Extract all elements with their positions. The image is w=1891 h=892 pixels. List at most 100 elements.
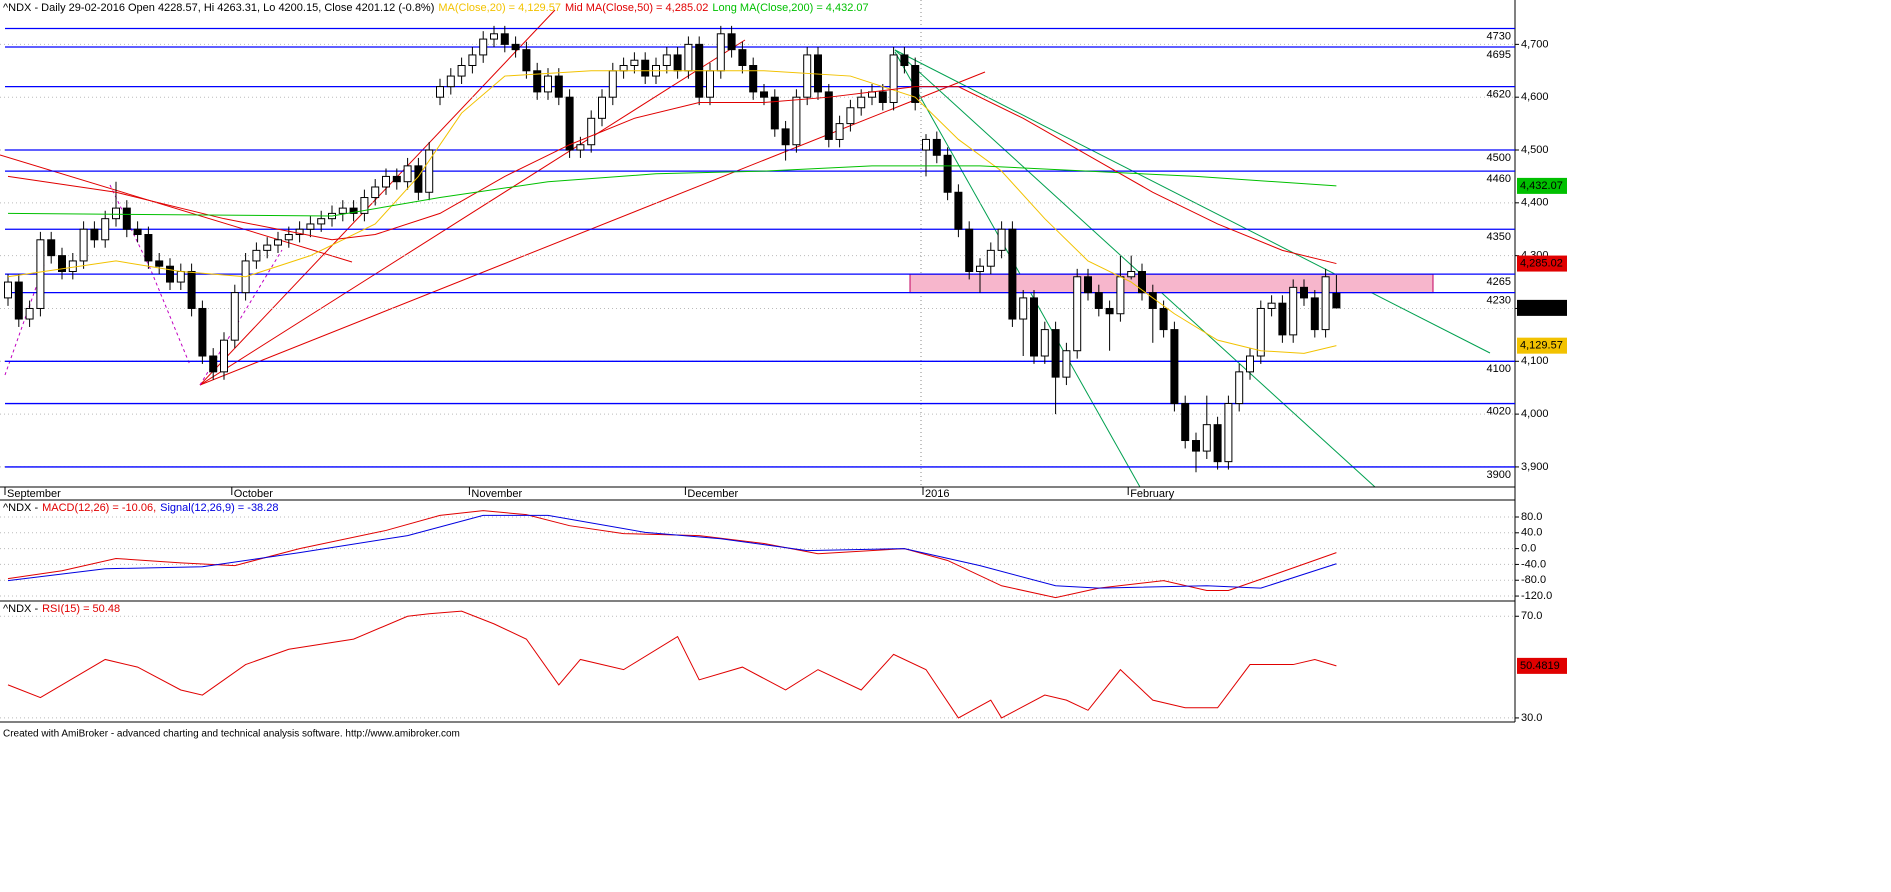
x-tick-label: December [687, 488, 738, 500]
candle-body [986, 249, 995, 267]
candle-body [997, 228, 1006, 251]
last-value-box [1517, 299, 1567, 316]
candle-body [1213, 424, 1222, 463]
x-tick-label: September [7, 488, 61, 500]
title-text: ^NDX - Daily 29-02-2016 Open 4228.57, Hi… [3, 2, 434, 14]
y-tick-label: 4,700 [1521, 38, 1549, 50]
candle-body [922, 138, 930, 151]
candle-body [835, 123, 844, 140]
candle-body [641, 59, 650, 77]
last-value-box [1517, 337, 1567, 354]
candle-body [4, 281, 12, 299]
candle-body [1321, 276, 1330, 331]
trend-line [199, 39, 746, 386]
legend-entry: MACD(12,26) = -10.06, [42, 502, 156, 514]
candle-body [166, 265, 174, 283]
candle-body [122, 207, 131, 230]
candle-body [306, 223, 315, 230]
candle-body [446, 75, 455, 88]
candle-body [1008, 228, 1017, 320]
candle-body [1030, 297, 1038, 357]
candle-body [500, 33, 509, 45]
candle-body [911, 64, 920, 103]
trend-line [199, 71, 986, 386]
candle-body [155, 260, 164, 267]
title-text: ^NDX - [3, 603, 38, 615]
candle-body [619, 64, 628, 72]
candle-body [684, 43, 693, 72]
candle-body [792, 96, 801, 146]
last-value-box [1517, 657, 1567, 674]
legend-entry: RSI(15) = 50.48 [42, 603, 120, 615]
last-value-box [1517, 177, 1567, 194]
candle-body [511, 43, 520, 51]
y-tick-label: 4,500 [1521, 144, 1549, 156]
level-label: 4100 [1487, 363, 1511, 375]
candle-body [716, 33, 725, 72]
candle-body [1105, 307, 1114, 315]
candle-body [738, 49, 747, 66]
y-tick-label: 3,900 [1521, 461, 1549, 473]
candle-body [403, 165, 412, 183]
candle-body [565, 96, 574, 151]
legend-entry: MA(Close,20) = 4,129.57 [438, 2, 561, 14]
candle-body [1224, 403, 1233, 463]
y-tick-label: 30.0 [1521, 712, 1542, 724]
level-label: 4230 [1487, 295, 1511, 307]
level-label: 4620 [1487, 89, 1511, 101]
candle-body [58, 255, 66, 272]
last-value-label: 4,129.57 [1520, 340, 1563, 352]
candle-body [857, 96, 866, 109]
y-tick-label: 80.0 [1521, 511, 1542, 523]
candle-body [1256, 307, 1265, 357]
candle-body [965, 228, 974, 272]
candle-body [673, 54, 682, 72]
candle-body [230, 292, 239, 341]
level-label: 4460 [1487, 173, 1511, 185]
candle-body [284, 234, 293, 241]
footer: Created with AmiBroker - advanced charti… [3, 729, 460, 740]
level-label: 4730 [1487, 30, 1511, 42]
trend-line [894, 51, 1141, 488]
candle-body [1159, 307, 1168, 331]
candle-body [176, 270, 185, 283]
legend-entry: Signal(12,26,9) = -38.28 [160, 502, 278, 514]
x-tick-label: November [471, 488, 522, 500]
candle-body [1310, 297, 1319, 331]
candle-body [414, 165, 423, 193]
candle-body [133, 228, 142, 236]
candle-body [1051, 329, 1060, 378]
level-label: 4695 [1487, 49, 1511, 61]
last-value-label: 4,201.12 [1520, 302, 1563, 314]
y-tick-label: 0.0 [1521, 543, 1536, 555]
zone [909, 273, 1434, 294]
series-line [7, 510, 1337, 599]
candle-body [814, 54, 822, 93]
y-tick-label: -120.0 [1521, 590, 1552, 602]
candle-body [976, 265, 984, 272]
candle-body [889, 54, 898, 103]
candle-body [1202, 424, 1211, 452]
level-label: 4265 [1487, 276, 1511, 288]
y-tick-label: -80.0 [1521, 574, 1546, 586]
candle-body [382, 175, 390, 188]
candle-body [533, 70, 542, 93]
candle-body [274, 239, 282, 246]
candle-body [392, 175, 401, 183]
candle-body [1278, 302, 1287, 336]
candle-body [360, 197, 369, 214]
candle-body [630, 59, 639, 66]
x-tick-label: February [1130, 488, 1175, 500]
last-value-box [1517, 255, 1567, 272]
candle-body [436, 86, 444, 98]
candle-body [1127, 270, 1136, 278]
x-tick-label: 2016 [925, 488, 949, 500]
candle-body [1073, 276, 1082, 352]
candle-body [490, 33, 498, 40]
candle-body [47, 239, 56, 257]
legend-entry: Mid MA(Close,50) = 4,285.02 [565, 2, 708, 14]
candle-body [1138, 270, 1146, 294]
candle-body [727, 33, 736, 51]
candle-body [770, 96, 779, 130]
